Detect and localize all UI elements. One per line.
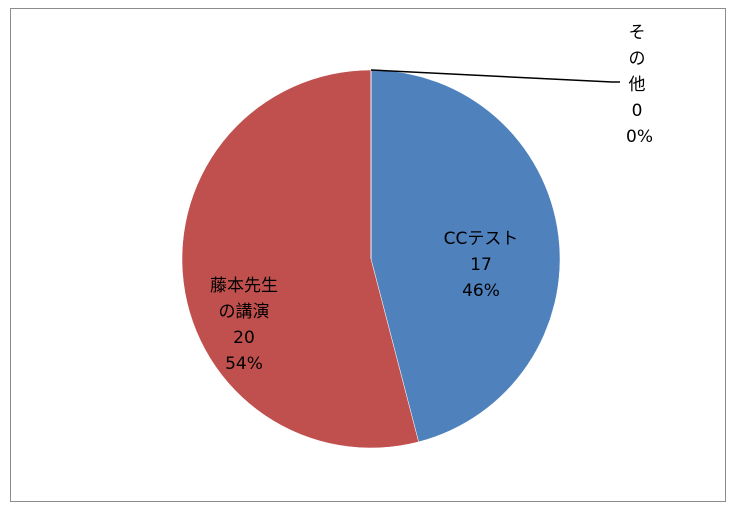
data-label: その他 0 0%: [626, 20, 653, 150]
pie-slice: [181, 69, 419, 449]
pie-slice: [370, 69, 561, 443]
label-percent: 0%: [626, 127, 653, 147]
label-value: 20: [233, 328, 255, 348]
data-label: CCテスト 17 46%: [421, 226, 541, 304]
label-percent: 46%: [462, 281, 500, 301]
label-value: 0: [631, 101, 643, 121]
label-value: 17: [470, 255, 492, 275]
chart-frame: [10, 8, 726, 502]
label-category: その他: [628, 23, 646, 95]
leader-line: [370, 69, 620, 83]
label-category: CCテスト: [443, 229, 519, 249]
data-label: 藤本先生の講演 20 54%: [184, 273, 304, 377]
label-category: 藤本先生の講演: [210, 276, 278, 322]
label-percent: 54%: [225, 354, 263, 374]
